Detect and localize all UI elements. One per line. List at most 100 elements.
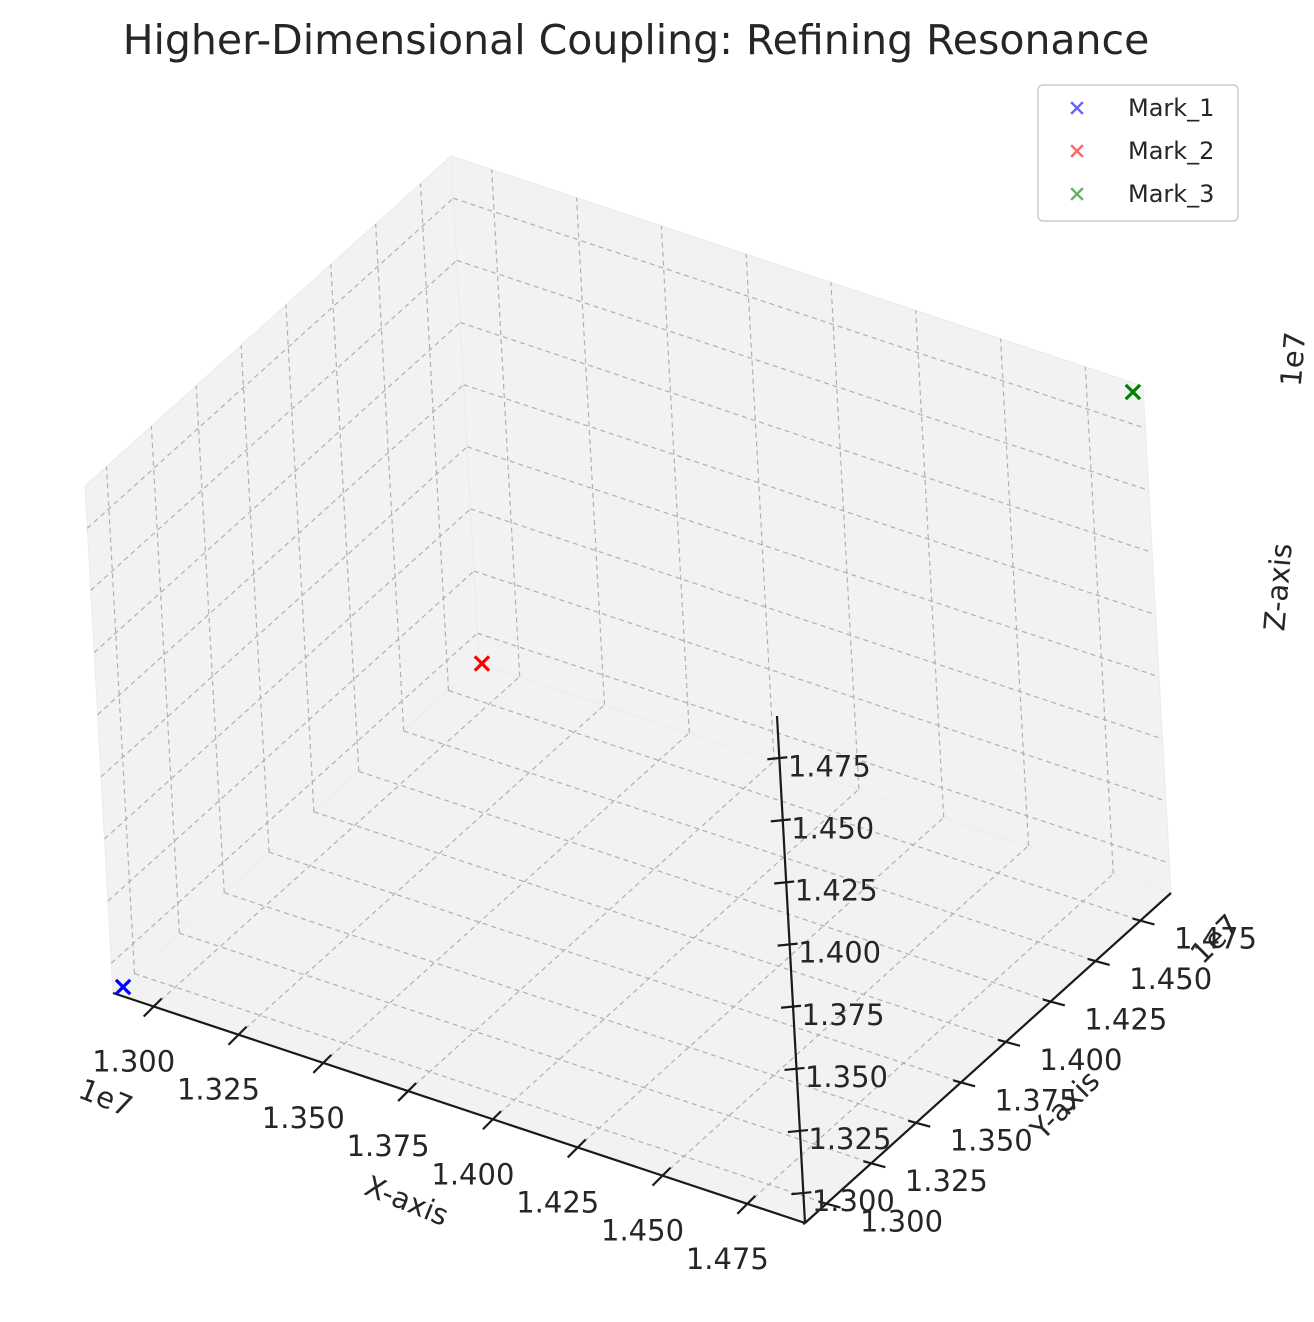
grid-line-y-left (285, 304, 315, 812)
y-tick-label: 1.450 (1129, 962, 1212, 996)
x-offset-label: 1e7 (74, 1072, 137, 1124)
x-tick-label: 1.450 (601, 1214, 684, 1248)
z-tick-mark (770, 818, 791, 823)
legend-label: Mark_1 (1128, 94, 1214, 122)
grid-line-z-left (110, 632, 478, 964)
z-tick-mark (767, 756, 788, 761)
y-tick-mark (818, 1200, 841, 1209)
marker-stroke (1070, 187, 1084, 201)
x-tick-label: 1.425 (516, 1185, 599, 1219)
y-tick-mark (997, 1038, 1021, 1047)
legend-label: Mark_2 (1128, 137, 1214, 165)
grid-line-y-left (330, 264, 360, 772)
grid-line-z-back (473, 570, 1167, 802)
z-tick-mark (774, 880, 795, 885)
y-tick-label: 1.425 (1084, 1002, 1167, 1036)
grid-line-x-floor (407, 760, 775, 1092)
z-offset-label: 1e7 (1274, 330, 1313, 388)
z-tick-label: 1.425 (795, 874, 878, 908)
legend-frame (1037, 84, 1239, 222)
x-tick-mark (142, 997, 163, 1018)
axes: 1.3001.3251.3501.3751.4001.4251.4501.475… (92, 715, 1257, 1276)
y-tick-label: 1.350 (950, 1124, 1033, 1158)
data-point-mark-3 (1124, 383, 1142, 401)
grid-line-z-back (460, 321, 1153, 554)
grid-line-z-back (453, 197, 1146, 429)
legend-item: Mark_3 (1070, 180, 1214, 208)
z-tick-mark (787, 1128, 809, 1134)
chart-title: Higher-Dimensional Coupling: Refining Re… (123, 16, 1150, 64)
grid-line-x-floor (153, 676, 521, 1007)
z-axis-label: Z-axis (1257, 542, 1299, 633)
y-tick-label: 1.400 (1039, 1043, 1122, 1077)
y-tick-mark (1087, 957, 1110, 967)
grid-line-z-left (90, 259, 458, 591)
z-tick-mark (784, 1066, 805, 1072)
y-tick-mark (952, 1079, 976, 1088)
grid-line-y-left (150, 426, 180, 934)
x-tick-label: 1.350 (262, 1101, 345, 1135)
x-tick-mark (227, 1025, 248, 1046)
x-tick-mark (651, 1166, 672, 1187)
z-tick-label: 1.400 (798, 936, 881, 970)
grid-line-y-floor (268, 851, 962, 1083)
z-tick-label: 1.475 (788, 749, 871, 783)
x-tick-mark (566, 1138, 587, 1159)
grid-line-z-left (86, 197, 454, 529)
y-tick-mark (863, 1160, 886, 1169)
y-offset-label: 1e7 (1184, 908, 1247, 971)
z-axis-line (775, 715, 807, 1224)
x-tick-mark (397, 1082, 417, 1102)
grid-line-z-back (463, 384, 1156, 616)
legend-item: Mark_2 (1070, 137, 1214, 165)
x-tick-label: 1.400 (431, 1157, 514, 1191)
x-tick-mark (482, 1110, 502, 1131)
grid-line-y-floor (448, 689, 1141, 922)
grid-line-x-floor (238, 704, 605, 1036)
legend-label: Mark_3 (1128, 180, 1214, 208)
x-tick-label: 1.300 (92, 1045, 175, 1079)
axis-corner (802, 1222, 806, 1225)
grid-line-x-back (830, 282, 860, 790)
legend-marker (1070, 144, 1084, 158)
z-tick-label: 1.325 (808, 1122, 891, 1156)
grid-line-y-left (195, 385, 225, 893)
x-tick-label: 1.475 (686, 1242, 769, 1276)
grid-line-y-floor (358, 770, 1051, 1002)
marker-stroke (1070, 144, 1084, 158)
grid-line-z-back (466, 446, 1160, 678)
grid-line-y-floor (224, 892, 917, 1124)
grid-line-y-floor (179, 932, 872, 1164)
grid-line-x-back (660, 225, 690, 733)
grid-line-x-back (1084, 366, 1114, 874)
marker-stroke (473, 655, 491, 672)
y-tick-mark (1042, 998, 1066, 1007)
y-tick-label: 1.475 (1174, 922, 1257, 956)
grid-line-x-floor (492, 788, 860, 1120)
legend-item: Mark_1 (1070, 94, 1214, 122)
marker-stroke (1124, 383, 1142, 401)
grid-line-x-floor (662, 845, 1029, 1177)
z-tick-label: 1.375 (802, 998, 885, 1032)
grid-line-y-left (375, 223, 405, 731)
grid-line-y-left (419, 183, 450, 691)
legend-marker (1070, 187, 1084, 201)
data-point-mark-2 (473, 655, 491, 672)
legend-marker (1070, 101, 1084, 115)
grid-line-x-floor (322, 732, 690, 1064)
grid-line-z-left (104, 508, 471, 840)
x-tick-mark (312, 1054, 333, 1074)
grid-line-y-left (240, 345, 270, 853)
grid-line-x-back (745, 254, 775, 762)
grid-lines (86, 169, 1170, 1205)
grid-line-z-left (107, 570, 475, 902)
y-tick-label: 1.300 (860, 1205, 943, 1239)
legend: Mark_1 Mark_2 Mark_3 (1037, 84, 1239, 222)
data-point-mark-1 (114, 978, 132, 996)
x-tick-label: 1.375 (347, 1129, 430, 1163)
y-tick-mark (907, 1119, 931, 1128)
x-axis-line (112, 991, 806, 1225)
grid-line-z-back (456, 259, 1149, 491)
x-tick-mark (736, 1195, 757, 1215)
